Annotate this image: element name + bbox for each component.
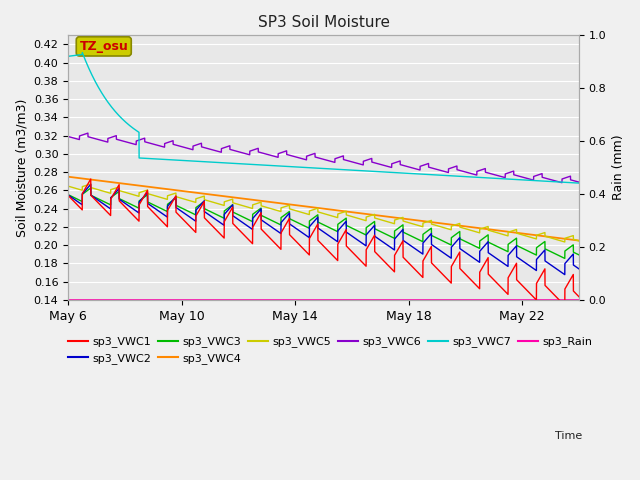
sp3_VWC6 xyxy=(64,133,72,139)
sp3_VWC4 xyxy=(410,217,417,223)
Legend: sp3_VWC1, sp3_VWC2, sp3_VWC3, sp3_VWC4, sp3_VWC5, sp3_VWC6, sp3_VWC7, sp3_Rain: sp3_VWC1, sp3_VWC2, sp3_VWC3, sp3_VWC4, … xyxy=(63,332,596,368)
sp3_VWC5 xyxy=(575,238,583,244)
Line: sp3_VWC2: sp3_VWC2 xyxy=(68,184,579,275)
sp3_VWC2 xyxy=(575,266,583,272)
sp3_VWC5 xyxy=(410,221,417,227)
sp3_VWC2 xyxy=(64,192,72,198)
sp3_VWC7 xyxy=(575,180,582,186)
sp3_VWC7 xyxy=(64,53,72,59)
sp3_VWC5 xyxy=(87,181,95,187)
sp3_VWC4 xyxy=(467,224,474,230)
sp3_VWC7 xyxy=(79,50,86,56)
sp3_VWC6 xyxy=(84,130,92,136)
sp3_VWC2 xyxy=(87,181,95,187)
sp3_VWC1 xyxy=(575,294,583,300)
sp3_VWC2 xyxy=(561,272,568,277)
sp3_VWC1 xyxy=(87,176,95,182)
sp3_Rain xyxy=(575,297,583,303)
sp3_Rain xyxy=(438,297,445,303)
sp3_VWC7 xyxy=(438,172,445,178)
sp3_VWC3 xyxy=(467,241,475,247)
sp3_VWC2 xyxy=(410,245,417,251)
sp3_VWC7 xyxy=(305,165,312,170)
sp3_VWC5 xyxy=(561,239,568,245)
sp3_VWC2 xyxy=(575,265,582,271)
sp3_VWC5 xyxy=(438,224,445,230)
sp3_VWC5 xyxy=(64,183,72,189)
sp3_VWC4 xyxy=(156,185,164,191)
sp3_VWC1 xyxy=(561,303,568,309)
Line: sp3_VWC3: sp3_VWC3 xyxy=(68,188,579,258)
Text: TZ_osu: TZ_osu xyxy=(79,40,128,53)
sp3_VWC2 xyxy=(467,253,475,259)
sp3_VWC3 xyxy=(438,238,445,243)
sp3_VWC4 xyxy=(575,238,583,243)
sp3_VWC5 xyxy=(575,238,582,244)
Y-axis label: Soil Moisture (m3/m3): Soil Moisture (m3/m3) xyxy=(15,98,28,237)
sp3_VWC7 xyxy=(467,174,475,180)
sp3_VWC5 xyxy=(156,194,164,200)
sp3_VWC3 xyxy=(561,255,568,261)
sp3_VWC5 xyxy=(305,211,312,217)
sp3_VWC6 xyxy=(575,179,583,185)
sp3_Rain xyxy=(575,297,582,303)
sp3_VWC3 xyxy=(410,234,417,240)
sp3_VWC6 xyxy=(410,165,417,171)
sp3_VWC6 xyxy=(467,170,475,176)
Text: Time: Time xyxy=(555,431,582,441)
Line: sp3_VWC7: sp3_VWC7 xyxy=(68,53,579,183)
Title: SP3 Soil Moisture: SP3 Soil Moisture xyxy=(257,15,390,30)
sp3_VWC6 xyxy=(156,143,164,149)
sp3_VWC1 xyxy=(64,192,72,198)
Line: sp3_VWC1: sp3_VWC1 xyxy=(68,179,579,306)
sp3_VWC1 xyxy=(575,293,582,299)
sp3_VWC4 xyxy=(304,204,312,210)
sp3_Rain xyxy=(156,297,164,303)
sp3_VWC1 xyxy=(156,216,164,222)
sp3_VWC7 xyxy=(575,180,583,186)
sp3_VWC1 xyxy=(305,251,312,257)
sp3_VWC3 xyxy=(575,252,583,258)
sp3_Rain xyxy=(467,297,474,303)
sp3_Rain xyxy=(304,297,312,303)
sp3_VWC4 xyxy=(575,238,582,243)
sp3_VWC3 xyxy=(575,252,582,258)
Line: sp3_VWC6: sp3_VWC6 xyxy=(68,133,579,183)
sp3_VWC6 xyxy=(575,179,582,185)
sp3_VWC6 xyxy=(558,180,566,186)
sp3_VWC3 xyxy=(156,205,164,211)
sp3_Rain xyxy=(410,297,417,303)
sp3_VWC7 xyxy=(410,171,417,177)
sp3_VWC1 xyxy=(410,265,417,271)
sp3_VWC1 xyxy=(467,277,475,283)
sp3_VWC2 xyxy=(156,209,164,215)
sp3_VWC6 xyxy=(305,153,312,158)
sp3_VWC2 xyxy=(438,249,445,254)
sp3_VWC4 xyxy=(438,220,445,226)
sp3_VWC6 xyxy=(438,168,445,174)
Y-axis label: Rain (mm): Rain (mm) xyxy=(612,135,625,201)
sp3_VWC3 xyxy=(87,185,95,191)
sp3_VWC4 xyxy=(64,174,72,180)
sp3_VWC3 xyxy=(305,225,312,231)
Line: sp3_VWC4: sp3_VWC4 xyxy=(68,177,579,240)
sp3_Rain xyxy=(64,297,72,303)
sp3_VWC2 xyxy=(305,234,312,240)
sp3_VWC7 xyxy=(156,156,164,162)
sp3_VWC3 xyxy=(64,192,72,198)
Line: sp3_VWC5: sp3_VWC5 xyxy=(68,184,579,242)
sp3_VWC5 xyxy=(467,228,475,233)
sp3_VWC1 xyxy=(438,271,445,276)
